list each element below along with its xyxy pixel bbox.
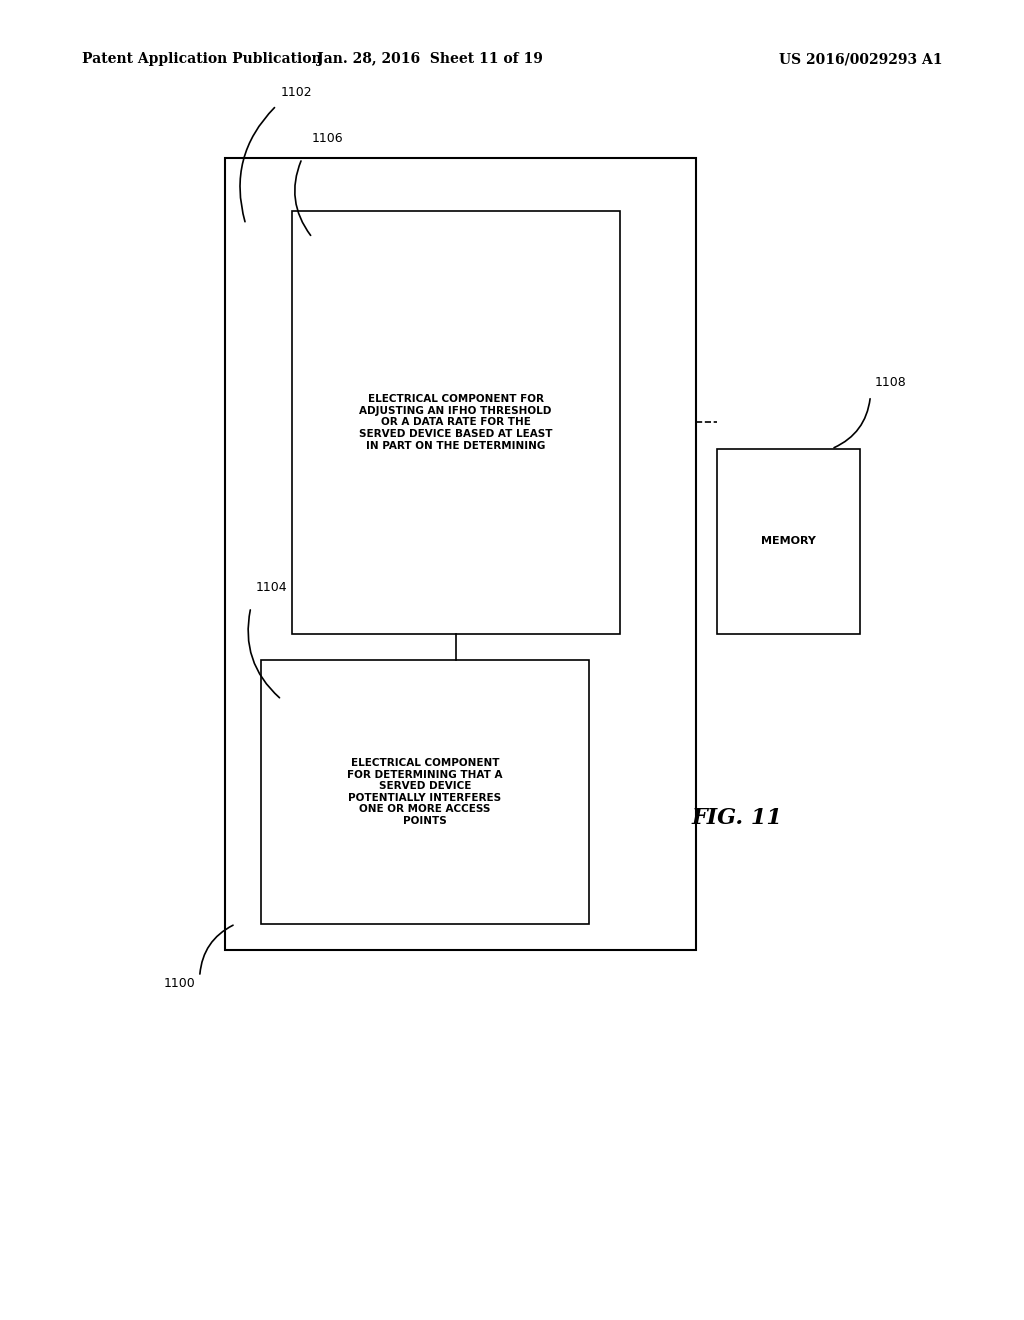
Text: 1104: 1104	[256, 581, 287, 594]
FancyBboxPatch shape	[225, 158, 696, 950]
Text: 1100: 1100	[163, 977, 196, 990]
Text: MEMORY: MEMORY	[761, 536, 816, 546]
Text: ELECTRICAL COMPONENT FOR
ADJUSTING AN IFHO THRESHOLD
OR A DATA RATE FOR THE
SERV: ELECTRICAL COMPONENT FOR ADJUSTING AN IF…	[359, 395, 552, 450]
FancyBboxPatch shape	[261, 660, 589, 924]
Text: 1102: 1102	[282, 86, 312, 99]
Text: Jan. 28, 2016  Sheet 11 of 19: Jan. 28, 2016 Sheet 11 of 19	[317, 53, 543, 66]
Text: US 2016/0029293 A1: US 2016/0029293 A1	[778, 53, 942, 66]
FancyBboxPatch shape	[717, 449, 860, 634]
Text: Patent Application Publication: Patent Application Publication	[82, 53, 322, 66]
Text: 1106: 1106	[312, 132, 343, 145]
FancyBboxPatch shape	[292, 211, 620, 634]
Text: ELECTRICAL COMPONENT
FOR DETERMINING THAT A
SERVED DEVICE
POTENTIALLY INTERFERES: ELECTRICAL COMPONENT FOR DETERMINING THA…	[347, 758, 503, 826]
Text: FIG. 11: FIG. 11	[692, 808, 782, 829]
Text: 1108: 1108	[874, 376, 907, 389]
